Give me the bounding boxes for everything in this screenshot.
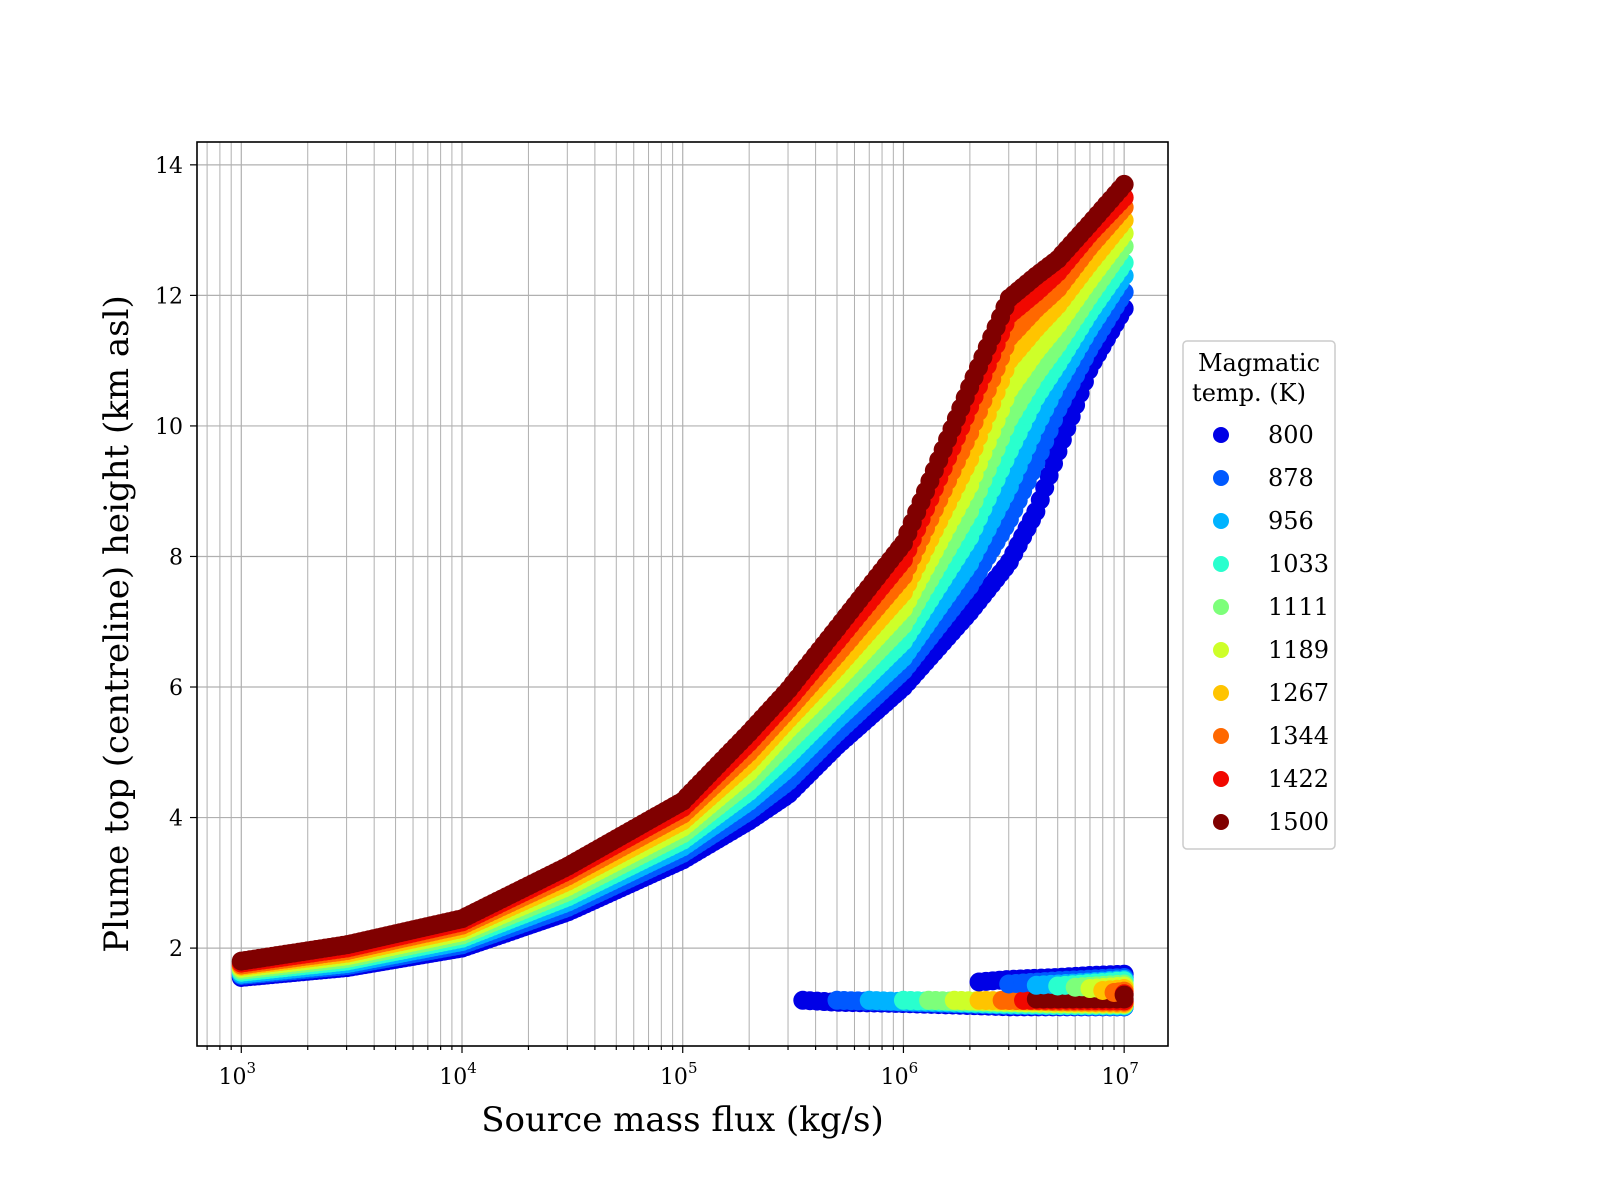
y-tick-label: 8 [169,545,183,570]
y-tick-label: 4 [169,807,183,832]
legend-marker-956 [1213,513,1229,529]
x-tick-label-exponent: 6 [909,1059,919,1077]
legend-marker-800 [1213,427,1229,443]
x-tick-label-base: 10 [1101,1065,1129,1090]
x-tick-label-base: 10 [881,1065,909,1090]
x-tick-label-exponent: 3 [247,1059,257,1077]
legend-marker-1189 [1213,642,1229,658]
legend-label-878: 878 [1268,464,1314,492]
x-tick-label: 107 [1101,1059,1139,1090]
legend-marker-1500 [1213,814,1229,830]
x-tick-label-base: 10 [660,1065,688,1090]
legend-label-956: 956 [1268,507,1314,535]
x-tick-label: 103 [219,1059,257,1090]
point-1500-main [1114,174,1134,194]
legend-marker-1111 [1213,599,1229,615]
legend-marker-1267 [1213,685,1229,701]
legend-label-1189: 1189 [1268,636,1329,664]
legend-label-1422: 1422 [1268,765,1329,793]
y-tick-label: 2 [169,937,183,962]
legend-marker-1422 [1213,771,1229,787]
y-tick-label: 14 [155,154,183,179]
legend-label-1344: 1344 [1268,722,1329,750]
x-tick-label: 104 [439,1059,477,1090]
x-tick-label-exponent: 5 [688,1059,698,1077]
legend-title-line-2: temp. (K) [1192,379,1306,407]
legend-marker-1033 [1213,556,1229,572]
y-tick-label: 10 [155,415,183,440]
x-tick-label-base: 10 [219,1065,247,1090]
y-axis-title: Plume top (centreline) height (km asl) [97,295,137,953]
legend: Magmatic temp. (K) 800 878 956 1033 1111 1189… [1182,340,1336,850]
legend-label-1267: 1267 [1268,679,1329,707]
point-1500-high [1114,985,1134,1005]
legend-marker-878 [1213,470,1229,486]
x-tick-label-exponent: 4 [467,1059,477,1077]
legend-label-1111: 1111 [1268,593,1329,621]
legend-marker-1344 [1213,728,1229,744]
y-tick-label: 12 [155,284,183,309]
x-axis-title: Source mass flux (kg/s) [481,1100,883,1140]
legend-title-line-1: Magmatic [1198,349,1320,377]
legend-label-1033: 1033 [1268,550,1329,578]
y-tick-label: 6 [169,676,183,701]
x-tick-label: 105 [660,1059,698,1090]
x-tick-label-base: 10 [439,1065,467,1090]
data-points [231,174,1134,1017]
x-tick-label: 106 [881,1059,919,1090]
legend-box [1182,340,1336,850]
legend-label-1500: 1500 [1268,808,1329,836]
legend-items: 800 878 956 1033 1111 1189 1267 1344 1422 1500 [1213,421,1329,836]
x-tick-label-exponent: 7 [1129,1059,1139,1077]
legend-label-800: 800 [1268,421,1314,449]
